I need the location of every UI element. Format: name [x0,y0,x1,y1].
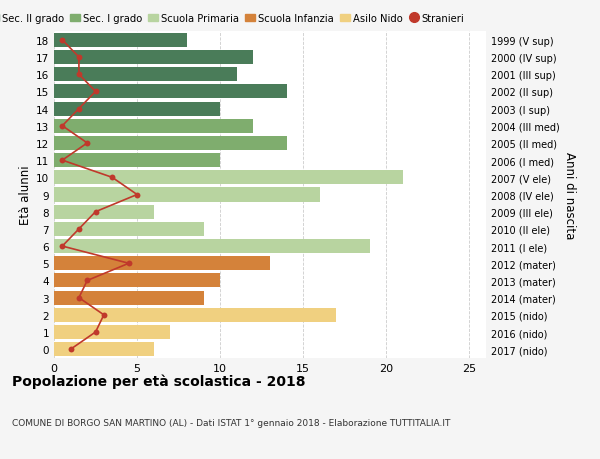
Bar [54,291,203,305]
Point [132,191,142,199]
Y-axis label: Anni di nascita: Anni di nascita [563,151,576,239]
Text: Popolazione per età scolastica - 2018: Popolazione per età scolastica - 2018 [12,374,305,389]
Point [58,37,67,45]
Point [58,243,67,250]
Bar [54,257,270,271]
Point [74,294,84,302]
Legend: Sec. II grado, Sec. I grado, Scuola Primaria, Scuola Infanzia, Asilo Nido, Stran: Sec. II grado, Sec. I grado, Scuola Prim… [0,14,464,24]
Point [91,329,100,336]
Bar [54,171,403,185]
Point [82,140,92,147]
Bar [54,119,253,134]
Bar [54,342,154,357]
Bar [54,308,337,322]
Bar [54,240,370,253]
Bar [54,325,170,339]
Bar [54,154,220,168]
Point [58,157,67,164]
Bar [54,205,154,219]
Bar [54,85,287,99]
Point [66,346,76,353]
Point [74,106,84,113]
Bar [54,102,220,116]
Text: COMUNE DI BORGO SAN MARTINO (AL) - Dati ISTAT 1° gennaio 2018 - Elaborazione TUT: COMUNE DI BORGO SAN MARTINO (AL) - Dati … [12,418,451,427]
Point [99,312,109,319]
Point [124,260,134,267]
Bar [54,51,253,65]
Point [91,208,100,216]
Bar [54,188,320,202]
Point [91,89,100,96]
Point [74,226,84,233]
Y-axis label: Età alunni: Età alunni [19,165,32,225]
Bar [54,274,220,288]
Bar [54,137,287,151]
Bar [54,34,187,48]
Point [74,54,84,62]
Bar [54,222,203,236]
Point [58,123,67,130]
Point [107,174,117,182]
Point [82,277,92,285]
Bar [54,68,237,82]
Point [74,71,84,78]
